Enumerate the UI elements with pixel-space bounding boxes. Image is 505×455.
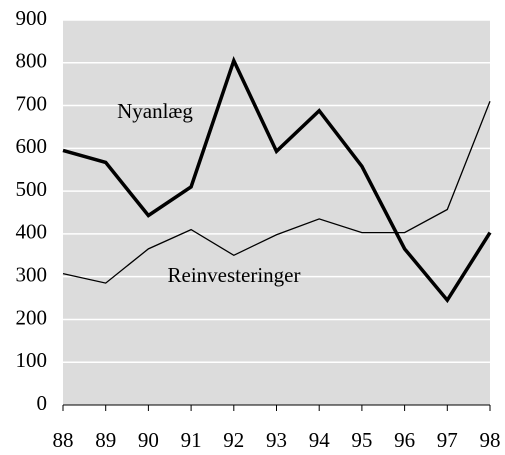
y-tick-label: 500 [16,177,48,201]
series-line [62,55,492,304]
x-tick-label: 98 [480,428,501,452]
y-tick-label: 0 [37,391,48,415]
x-tick-label: 88 [53,428,74,452]
y-tick-label: 300 [16,262,48,286]
y-tick-label: 100 [16,348,48,372]
x-tick-label: 96 [394,428,415,452]
y-tick-label: 200 [16,305,48,329]
x-tick-label: 94 [309,428,331,452]
y-tick-label: 400 [16,220,48,244]
x-tick-label: 95 [351,428,372,452]
series-label: Reinvesteringer [168,263,301,287]
x-tick-label: 90 [138,428,159,452]
y-tick-label: 700 [16,91,48,115]
series-label: Nyanlæg [117,99,193,123]
y-tick-label: 800 [16,49,48,73]
x-tick-label: 97 [437,428,458,452]
x-tick-label: 91 [181,428,202,452]
plot-area [63,20,490,405]
series-line [62,101,491,284]
y-tick-label: 900 [16,6,48,30]
x-tick-label: 92 [223,428,244,452]
y-tick-label: 600 [16,134,48,158]
x-tick-label: 89 [95,428,116,452]
x-tick-label: 93 [266,428,287,452]
